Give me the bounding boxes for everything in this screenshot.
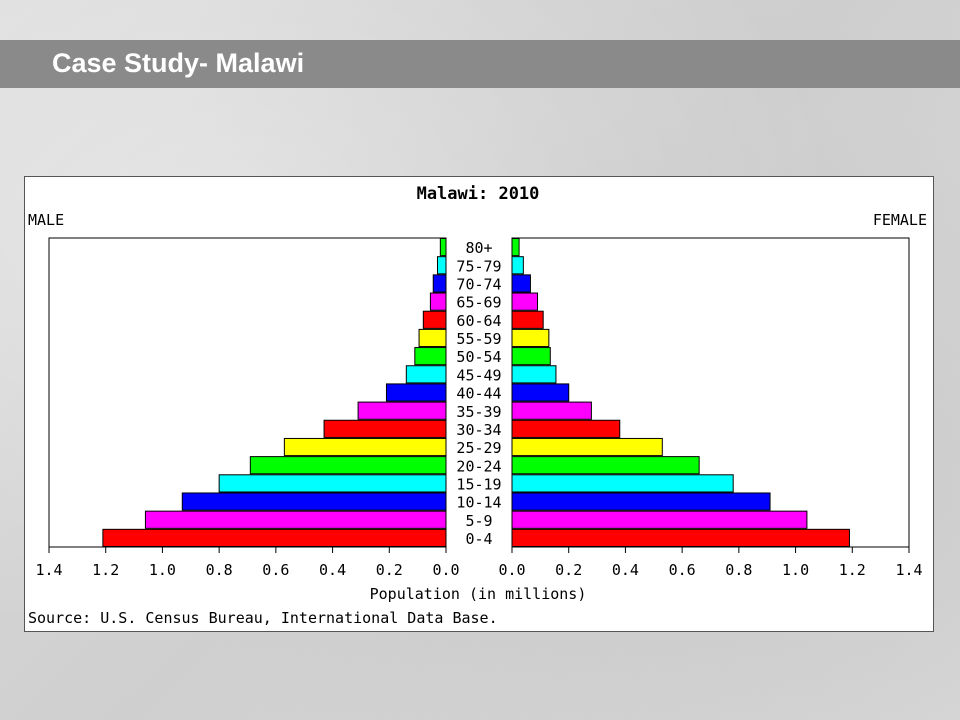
- female-x-tick-label: 1.0: [782, 561, 809, 579]
- female-bar-5-9: [511, 510, 808, 529]
- male-x-tick-label: 0.2: [376, 561, 403, 579]
- slide-title: Case Study- Malawi: [52, 48, 305, 78]
- female-bar-0-4: [511, 528, 850, 547]
- age-group-label: 0-4: [465, 530, 492, 548]
- male-bar-30-34: [323, 419, 447, 438]
- male-bar-10-14: [181, 492, 447, 511]
- female-x-tick-label: 0.8: [725, 561, 752, 579]
- age-group-label: 65-69: [456, 294, 501, 312]
- male-x-tick-label: 0.4: [319, 561, 346, 579]
- female-bar-30-34: [511, 419, 621, 438]
- female-bar-15-19: [511, 474, 734, 493]
- male-bar-70-74: [432, 274, 447, 293]
- female-bar-45-49: [511, 365, 557, 384]
- female-label: FEMALE: [873, 211, 927, 229]
- male-bar-60-64: [422, 310, 447, 329]
- age-group-label: 40-44: [456, 385, 501, 403]
- age-group-label: 30-34: [456, 421, 501, 439]
- female-x-tick-label: 1.2: [839, 561, 866, 579]
- female-x-tick-label: 0.6: [669, 561, 696, 579]
- male-x-tick-label: 0.8: [206, 561, 233, 579]
- female-bar-40-44: [511, 383, 570, 402]
- plot-area: 0-45-910-1415-1920-2425-2930-3435-3940-4…: [35, 237, 923, 579]
- slide-title-bar: Case Study- Malawi: [0, 40, 960, 88]
- male-bar-25-29: [283, 437, 447, 457]
- age-group-label: 5-9: [465, 512, 492, 530]
- male-bar-45-49: [405, 365, 447, 384]
- male-bar-75-79: [436, 256, 447, 275]
- male-bar-5-9: [144, 510, 447, 529]
- age-group-label: 25-29: [456, 439, 501, 457]
- male-bar-50-54: [414, 347, 447, 366]
- age-group-label: 55-59: [456, 330, 501, 348]
- male-label: MALE: [28, 211, 64, 229]
- chart-title: Malawi: 2010: [417, 184, 540, 204]
- chart-svg: Malawi: 2010 MALE FEMALE Population (in …: [28, 184, 927, 627]
- age-group-label: 60-64: [456, 312, 501, 330]
- female-bar-75-79: [511, 256, 524, 275]
- x-axis-label: Population (in millions): [370, 585, 587, 603]
- population-pyramid-chart: Malawi: 2010 MALE FEMALE Population (in …: [24, 176, 934, 632]
- female-bar-55-59: [511, 328, 550, 348]
- male-x-tick-label: 0.6: [262, 561, 289, 579]
- female-x-tick-label: 0.4: [612, 561, 639, 579]
- male-bar-80+: [439, 238, 447, 257]
- female-bar-80+: [511, 238, 520, 257]
- male-bar-40-44: [385, 383, 447, 402]
- age-group-label: 45-49: [456, 366, 501, 384]
- age-group-label: 15-19: [456, 475, 501, 493]
- age-group-label: 10-14: [456, 494, 501, 512]
- age-group-label: 80+: [465, 239, 492, 257]
- male-x-tick-label: 1.2: [92, 561, 119, 579]
- female-x-tick-label: 0.2: [555, 561, 582, 579]
- age-group-label: 35-39: [456, 403, 501, 421]
- age-group-label: 70-74: [456, 276, 501, 294]
- female-x-tick-label: 1.4: [895, 561, 922, 579]
- male-bar-20-24: [249, 456, 447, 475]
- male-bar-0-4: [102, 528, 447, 547]
- age-group-label: 75-79: [456, 257, 501, 275]
- male-bar-55-59: [418, 328, 447, 348]
- female-bar-25-29: [511, 437, 663, 457]
- female-bar-50-54: [511, 347, 551, 366]
- source-note: Source: U.S. Census Bureau, Internationa…: [28, 609, 498, 627]
- age-group-label: 50-54: [456, 348, 501, 366]
- age-group-label: 20-24: [456, 457, 501, 475]
- female-bar-10-14: [511, 492, 771, 511]
- male-bar-15-19: [218, 474, 447, 493]
- male-bar-35-39: [357, 401, 447, 420]
- female-bar-35-39: [511, 401, 592, 420]
- female-bar-65-69: [511, 292, 539, 311]
- female-x-tick-label: 0.0: [498, 561, 525, 579]
- male-bar-65-69: [429, 292, 447, 311]
- female-bar-20-24: [511, 456, 700, 475]
- male-x-tick-label: 1.0: [149, 561, 176, 579]
- female-bar-70-74: [511, 274, 531, 293]
- female-bar-60-64: [511, 310, 544, 329]
- male-x-tick-label: 0.0: [432, 561, 459, 579]
- male-x-tick-label: 1.4: [35, 561, 62, 579]
